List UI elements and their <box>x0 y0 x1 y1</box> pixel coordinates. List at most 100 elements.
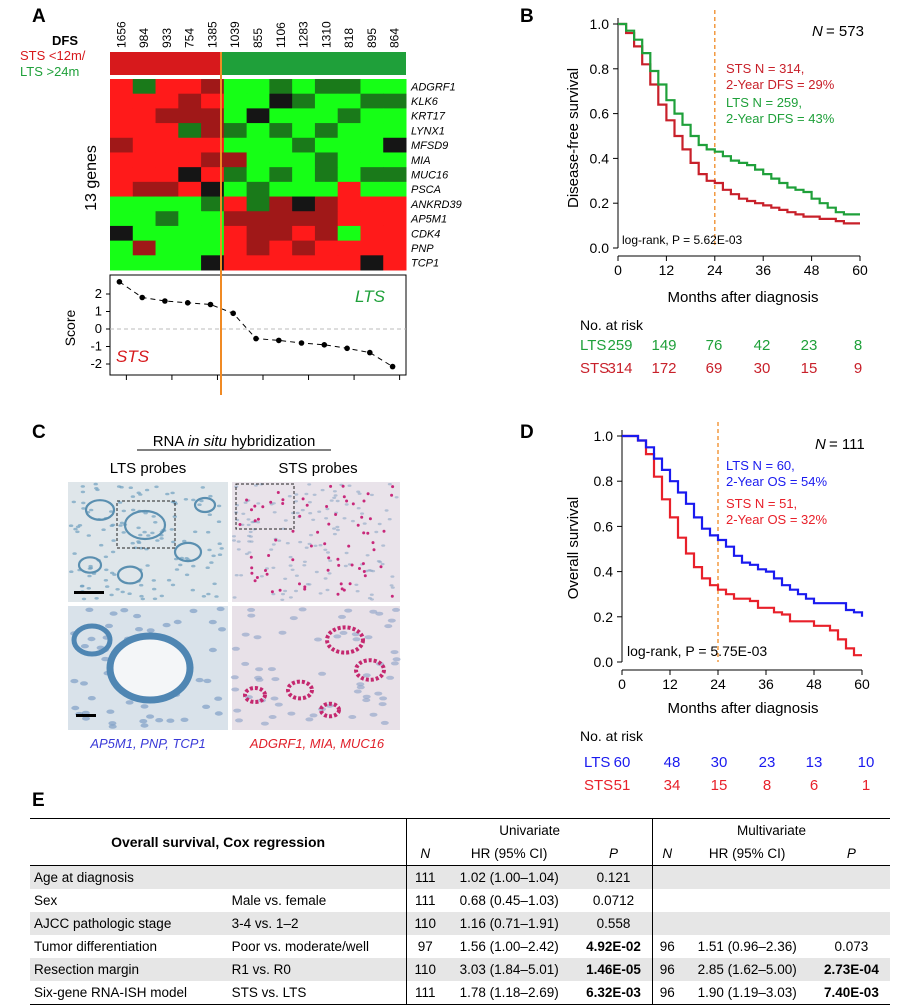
ish-nucleus <box>144 488 150 492</box>
heatmap-cell <box>269 152 293 168</box>
heatmap-cell <box>337 211 361 227</box>
ish-nucleus <box>344 608 353 613</box>
ish-nucleus <box>169 528 174 531</box>
heatmap-cell <box>314 79 339 95</box>
ish-nucleus <box>234 485 239 488</box>
ish-nucleus <box>140 723 149 728</box>
risk-count: 172 <box>651 360 676 377</box>
gene-label: ADGRF1 <box>410 81 456 93</box>
heatmap-cell <box>110 225 134 242</box>
ish-nucleus <box>138 533 143 537</box>
heatmap-cell <box>223 181 248 198</box>
ish-signal-cluster <box>325 625 365 655</box>
sample-id-label: 1656 <box>114 21 128 48</box>
uni-n-header: N <box>406 842 444 866</box>
ish-nucleus <box>318 544 323 547</box>
ish-nucleus <box>110 571 115 575</box>
heatmap-cell <box>383 225 407 242</box>
risk-count: 8 <box>854 337 862 354</box>
ish-nucleus <box>369 569 373 572</box>
scale-bar-bottom <box>76 714 96 717</box>
ish-nucleus <box>362 698 371 703</box>
heatmap-cell <box>132 137 157 153</box>
ish-nucleus <box>289 616 298 621</box>
heatmap-cell <box>337 108 361 124</box>
ish-signal-dot <box>327 522 331 526</box>
ish-nucleus <box>241 661 250 666</box>
ish-nucleus <box>140 597 145 601</box>
ish-nucleus <box>136 540 141 543</box>
ish-nucleus <box>335 525 340 529</box>
table-row: Six-gene RNA-ISH model STS vs. LTS 111 1.78… <box>30 981 890 1005</box>
dfs-logrank: log-rank, P = 5.62E-03 <box>622 233 743 247</box>
table-row: AJCC pathologic stage 3-4 vs. 1–2 110 1.16 … <box>30 912 890 935</box>
ish-nucleus <box>364 635 373 640</box>
sample-id-label: 855 <box>251 28 265 48</box>
os-n-value: = 111 <box>829 436 865 453</box>
ish-signal-dot <box>350 563 354 567</box>
ish-nucleus <box>214 711 223 716</box>
ish-nucleus <box>333 494 338 497</box>
ish-signal-dot <box>261 505 265 509</box>
heatmap-cell <box>201 211 225 227</box>
ish-signal-dot <box>250 571 254 575</box>
ish-nucleus <box>342 517 347 520</box>
ish-signal-dot <box>264 569 267 572</box>
ish-nucleus <box>72 552 77 555</box>
ish-nucleus <box>378 702 387 707</box>
sample-id-label: 754 <box>183 28 197 48</box>
ish-nucleus <box>86 587 92 590</box>
score-point <box>116 279 123 285</box>
score-point <box>389 363 396 370</box>
risk-count: 30 <box>754 360 771 377</box>
gene-label: PNP <box>411 243 434 255</box>
heatmap-cell <box>246 123 270 139</box>
ish-nucleus <box>247 613 256 618</box>
heatmap-cell <box>132 93 157 109</box>
os-lts-line1: LTS N = 60, <box>726 458 795 473</box>
panel-label-d: D <box>520 422 534 443</box>
sample-id-label: 984 <box>137 28 151 48</box>
ish-nucleus <box>184 573 190 577</box>
heatmap-cell <box>110 211 134 227</box>
row-comparison: Poor vs. moderate/well <box>231 939 369 954</box>
ish-nucleus <box>374 530 379 534</box>
ish-nucleus <box>155 718 164 723</box>
ish-nucleus <box>390 650 399 655</box>
dfs-lts-line2: 2-Year DFS = 43% <box>726 111 835 126</box>
os-risk-title: No. at risk <box>580 728 644 744</box>
ish-title: RNA in situ hybridization <box>153 433 316 450</box>
risk-count: 48 <box>664 754 681 771</box>
ish-nucleus <box>360 512 365 515</box>
os-y-axis-label: Overall survival <box>565 497 582 600</box>
multi-hr-header: HR (95% CI) <box>681 842 813 866</box>
ish-signal-dot <box>366 531 370 535</box>
row-uni-hr: 1.02 (1.00–1.04) <box>443 865 575 889</box>
heatmap-cell <box>292 123 316 139</box>
ish-nucleus <box>239 574 244 577</box>
gene-label: ANKRD39 <box>410 199 462 211</box>
panel-label-a: A <box>32 6 46 27</box>
lts-group-label: LTS >24m <box>20 64 79 79</box>
ish-signal-dot <box>366 492 370 496</box>
ish-nucleus <box>274 702 283 707</box>
row-multi-p <box>813 889 890 912</box>
ish-signal-dot <box>309 544 313 548</box>
ish-nucleus <box>232 539 236 542</box>
km-x-tick-label: 60 <box>854 676 870 692</box>
risk-row-label: STS <box>584 777 613 790</box>
ish-nucleus <box>387 618 396 623</box>
score-lts-label: LTS <box>355 287 386 306</box>
ish-nucleus <box>253 484 258 487</box>
ish-nucleus <box>139 719 148 724</box>
row-variable: Six-gene RNA-ISH model <box>30 981 228 1005</box>
ish-nucleus <box>232 596 237 599</box>
ish-nucleus <box>362 694 371 699</box>
heatmap-cell <box>132 181 157 198</box>
ish-nucleus <box>307 483 312 486</box>
ish-nucleus <box>80 681 88 686</box>
ish-nucleus <box>117 501 123 504</box>
heatmap-cell <box>246 152 270 168</box>
heatmap-cell <box>269 123 293 139</box>
km-y-tick-label: 0.6 <box>590 106 610 122</box>
